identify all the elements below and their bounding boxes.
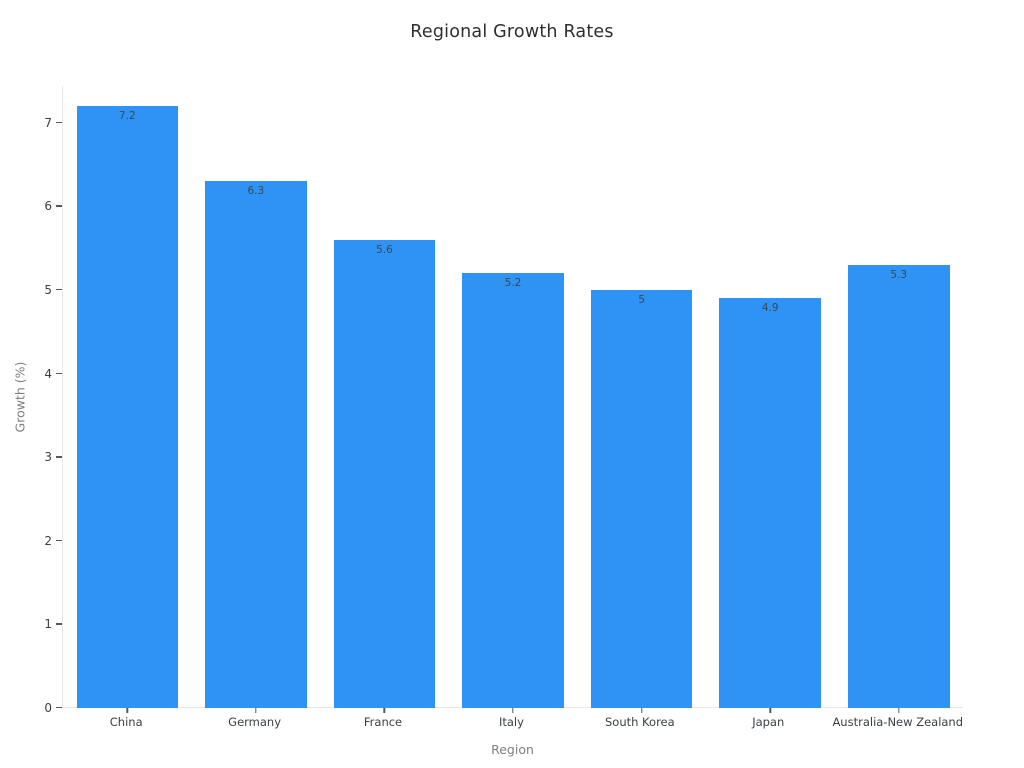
bar-slot: 6.3 <box>192 86 321 713</box>
bar-slot: 4.9 <box>706 86 835 713</box>
y-tick-label: 0 <box>44 701 52 715</box>
y-tick-label: 7 <box>44 115 52 130</box>
bar-slot: 5.3 <box>834 86 963 713</box>
x-tick-dash <box>640 708 643 713</box>
bars-row: 7.2 6.3 5.6 5.2 5 4.9 5.3 <box>63 86 963 713</box>
y-tick-dash <box>56 372 62 374</box>
bar-slot: 5 <box>577 86 706 713</box>
bar-value-label: 7.2 <box>118 110 136 123</box>
bar-germany: 6.3 <box>205 181 307 708</box>
bar-south-korea: 5 <box>590 290 693 708</box>
y-tick-label: 3 <box>44 450 52 465</box>
chart-title: Regional Growth Rates <box>410 22 614 42</box>
x-tick-dash <box>255 708 257 713</box>
x-tick-dash <box>769 708 771 713</box>
bar-value-label: 5.6 <box>376 243 393 256</box>
bar-australia-new-zealand: 5.3 <box>847 264 950 708</box>
y-tick-dash <box>56 623 62 625</box>
x-tick-label: Japan <box>752 715 785 729</box>
bar-slot: 5.6 <box>320 86 449 713</box>
y-tick-dash <box>56 456 62 458</box>
x-axis-labels: China Germany France Italy South Korea Japan A… <box>62 715 963 729</box>
bar-value-label: 5 <box>638 294 645 306</box>
bar-italy: 5.2 <box>462 273 564 708</box>
bar-value-label: 5.2 <box>504 277 522 290</box>
plot-area: 0 1 2 3 4 5 6 7 7.2 6.3 5.6 5.2 5 4.9 5.3 <box>44 86 963 715</box>
y-tick-label: 6 <box>44 199 52 214</box>
y-tick-dash <box>56 539 62 542</box>
x-tick-label: China <box>109 715 143 729</box>
bar-japan: 4.9 <box>719 298 821 708</box>
y-tick-dash <box>56 205 62 207</box>
y-tick-label: 4 <box>44 366 52 381</box>
x-tick-dash <box>126 708 128 713</box>
bar-value-label: 5.3 <box>890 268 908 281</box>
y-tick-dash <box>56 707 62 709</box>
bar-china: 7.2 <box>76 106 179 708</box>
bar-slot: 5.2 <box>449 86 578 713</box>
bar-value-label: 6.3 <box>247 185 265 198</box>
y-tick-label: 1 <box>44 617 52 632</box>
y-axis-title: Growth (%) <box>12 361 28 433</box>
x-tick-label: Germany <box>228 715 282 729</box>
y-tick-label: 2 <box>44 533 52 548</box>
bar-slot: 7.2 <box>63 86 192 713</box>
x-tick-dash <box>383 708 386 713</box>
y-tick-dash <box>56 121 62 124</box>
x-tick-label: South Korea <box>604 715 675 729</box>
bar-value-label: 4.9 <box>761 302 779 315</box>
x-tick-dash <box>512 708 514 713</box>
bar-france: 5.6 <box>333 239 436 708</box>
x-tick-dash <box>898 708 900 713</box>
y-tick-dash <box>56 289 62 291</box>
y-tick-label: 5 <box>44 283 52 297</box>
x-axis-title: Region <box>491 742 534 757</box>
x-tick-label: Australia-New Zealand <box>832 715 964 729</box>
x-tick-label: France <box>363 715 403 729</box>
x-tick-label: Italy <box>498 715 524 729</box>
